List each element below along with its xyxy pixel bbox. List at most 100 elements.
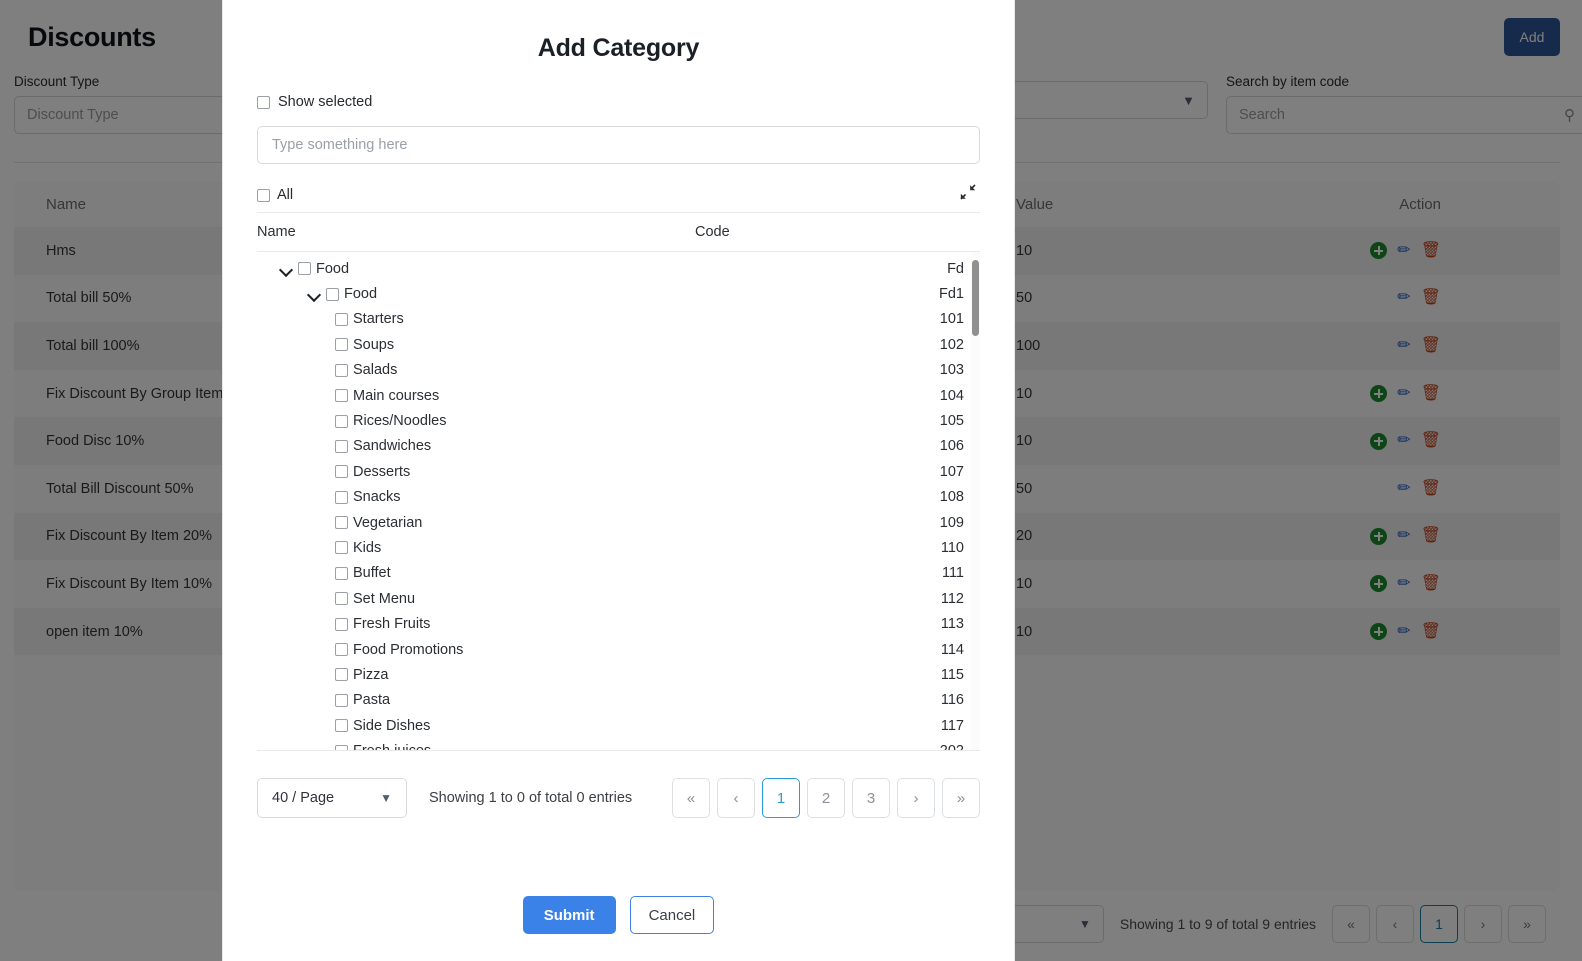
chevron-down-icon[interactable]	[307, 287, 321, 301]
category-search-input[interactable]: Type something here	[257, 126, 980, 164]
tree-row-label-group: Food	[257, 286, 695, 302]
page-button[interactable]: «	[672, 778, 710, 818]
tree-row-code: 116	[940, 692, 964, 709]
cancel-button[interactable]: Cancel	[629, 896, 715, 934]
tree-row-label-group: Salads	[257, 362, 695, 378]
tree-row-code: 103	[939, 362, 964, 379]
tree-row-checkbox[interactable]	[335, 312, 348, 326]
tree-row-checkbox[interactable]	[335, 439, 348, 453]
tree-row[interactable]: Pizza 115	[257, 662, 980, 687]
tree-row-code: 106	[939, 438, 964, 455]
tree-row-label-group: Pasta	[257, 692, 695, 708]
tree-row[interactable]: Kids 110	[257, 535, 980, 560]
tree-row-checkbox[interactable]	[335, 516, 348, 530]
tree-row[interactable]: Food Fd	[257, 256, 980, 281]
tree-row-checkbox[interactable]	[335, 693, 348, 707]
tree-row-label: Side Dishes	[353, 717, 431, 734]
tree-row[interactable]: Food Fd1	[257, 281, 980, 306]
tree-row-label-group: Kids	[257, 540, 695, 556]
dialog-actions: Submit Cancel	[257, 896, 980, 934]
tree-row-checkbox[interactable]	[298, 262, 311, 276]
tree-row-checkbox[interactable]	[335, 719, 348, 733]
tree-row[interactable]: Pasta 116	[257, 688, 980, 713]
tree-row-label-group: Desserts	[257, 464, 695, 480]
tree-row-label: Fresh juices	[353, 743, 431, 750]
modal-rows-per-page-select[interactable]: 40 / Page ▼	[257, 778, 407, 818]
tree-row[interactable]: Sandwiches 106	[257, 434, 980, 459]
show-selected-checkbox[interactable]	[257, 95, 270, 109]
tree-row[interactable]: Vegetarian 109	[257, 510, 980, 535]
tree-scrollbar-thumb[interactable]	[972, 260, 979, 336]
tree-row[interactable]: Food Promotions 114	[257, 637, 980, 662]
tree-row-label: Food	[344, 286, 378, 303]
tree-row-code: 108	[939, 489, 964, 506]
collapse-arrows-icon[interactable]	[958, 182, 978, 202]
tree-row[interactable]: Main courses 104	[257, 383, 980, 408]
tree-row-code: 113	[940, 616, 964, 633]
tree-row-checkbox[interactable]	[335, 592, 348, 606]
tree-row-checkbox[interactable]	[335, 389, 348, 403]
modal-rows-per-page-value: 40 / Page	[272, 790, 335, 806]
tree-row[interactable]: Salads 103	[257, 358, 980, 383]
chevron-down-icon[interactable]	[279, 262, 293, 276]
tree-row-checkbox[interactable]	[335, 744, 348, 750]
tree-row-checkbox[interactable]	[335, 363, 348, 377]
add-category-dialog: Add Category Show selected Type somethin…	[222, 0, 1015, 961]
tree-row[interactable]: Rices/Noodles 105	[257, 408, 980, 433]
tree-row-checkbox[interactable]	[335, 541, 348, 555]
tree-row-checkbox[interactable]	[335, 490, 348, 504]
tree-row-code: 114	[940, 641, 964, 658]
tree-row-code: 202	[695, 743, 964, 750]
dialog-title: Add Category	[537, 34, 700, 62]
chevron-down-icon: ▼	[380, 791, 392, 805]
tree-row[interactable]: Buffet 111	[257, 561, 980, 586]
tree-header-row: Name Code	[257, 212, 980, 252]
tree-row[interactable]: Side Dishes 117	[257, 713, 980, 738]
tree-row[interactable]: Fresh juices 202	[257, 738, 980, 750]
tree-row-checkbox[interactable]	[335, 566, 348, 580]
submit-button[interactable]: Submit	[522, 896, 616, 934]
show-selected-row[interactable]: Show selected	[257, 94, 980, 110]
tree-row-code: 104	[939, 387, 964, 404]
tree-scrollbar-track[interactable]	[971, 252, 980, 750]
tree-row[interactable]: Fresh Fruits 113	[257, 611, 980, 636]
page-button[interactable]: ›	[897, 778, 935, 818]
tree-row-checkbox[interactable]	[335, 338, 348, 352]
page-button[interactable]: 1	[762, 778, 800, 818]
tree-row-checkbox[interactable]	[335, 643, 348, 657]
tree-row-label: Main courses	[353, 387, 440, 404]
tree-row-checkbox[interactable]	[335, 617, 348, 631]
tree-row-label: Rices/Noodles	[353, 413, 447, 430]
tree-row-label: Starters	[353, 311, 404, 328]
tree-row-label-group: Soups	[257, 337, 695, 353]
tree-row-label: Soups	[353, 336, 395, 353]
tree-row[interactable]: Desserts 107	[257, 459, 980, 484]
tree-row-label-group: Snacks	[257, 489, 695, 505]
dialog-footer: 40 / Page ▼ Showing 1 to 0 of total 0 en…	[257, 778, 980, 818]
tree-row-label: Snacks	[353, 489, 401, 506]
tree-row-label: Fresh Fruits	[353, 616, 431, 633]
page-button[interactable]: 3	[852, 778, 890, 818]
tree-row-code: Fd1	[939, 286, 964, 303]
tree-row-label-group: Side Dishes	[257, 718, 695, 734]
tree-row[interactable]: Snacks 108	[257, 485, 980, 510]
show-selected-label: Show selected	[278, 94, 373, 110]
page-button[interactable]: ‹	[717, 778, 755, 818]
select-all-row[interactable]: All	[257, 178, 980, 212]
tree-row[interactable]: Set Menu 112	[257, 586, 980, 611]
tree-row-label: Sandwiches	[353, 438, 432, 455]
page-button[interactable]: 2	[807, 778, 845, 818]
tree-row[interactable]: Starters 101	[257, 307, 980, 332]
tree-row-checkbox[interactable]	[335, 414, 348, 428]
tree-col-name: Name	[257, 224, 296, 240]
tree-row-checkbox[interactable]	[335, 465, 348, 479]
tree-row-label-group: Set Menu	[257, 591, 695, 607]
tree-row-checkbox[interactable]	[335, 668, 348, 682]
tree-row-label: Salads	[353, 362, 398, 379]
tree-row[interactable]: Soups 102	[257, 332, 980, 357]
tree-row-code: 117	[940, 717, 964, 734]
tree-row-code: 110	[940, 539, 964, 556]
select-all-checkbox[interactable]	[257, 188, 270, 202]
page-button[interactable]: »	[942, 778, 980, 818]
tree-row-checkbox[interactable]	[326, 287, 339, 301]
